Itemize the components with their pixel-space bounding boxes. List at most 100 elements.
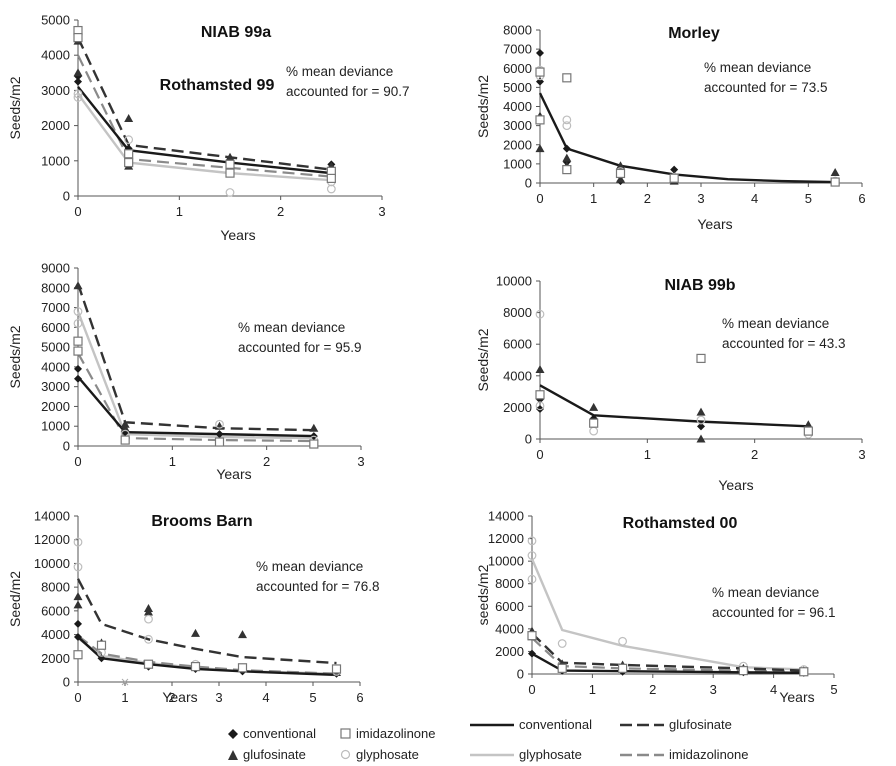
data-point-glufosinate <box>73 592 83 601</box>
x-tick-label: 3 <box>378 204 385 219</box>
data-point-conventional <box>215 430 224 439</box>
x-tick-label: 5 <box>805 191 812 206</box>
deviance-annotation: accounted for = 95.9 <box>238 340 361 355</box>
y-tick-label: 8000 <box>503 23 532 38</box>
y-tick-label: 4000 <box>495 621 524 636</box>
data-point-glyphosate <box>144 614 153 624</box>
data-point-glyphosate <box>527 574 537 584</box>
chart-title: Brooms Barn <box>151 513 252 530</box>
grey-dashed-line-icon <box>620 753 664 756</box>
data-point-glyphosate <box>215 419 224 429</box>
legend-label: glyphosate <box>519 747 582 762</box>
light-line-icon <box>470 753 514 756</box>
x-tick-label: 6 <box>356 690 363 705</box>
data-point-conventional <box>74 619 82 628</box>
data-point-conventional <box>536 48 544 57</box>
data-point-glyphosate <box>326 184 336 194</box>
legend-label: imidazolinone <box>356 726 436 741</box>
data-point-glufosinate <box>73 281 83 290</box>
data-point-glyphosate <box>144 634 153 644</box>
y-tick-label: 5000 <box>41 13 70 28</box>
chart-panel-1: 0 1000 2000 3000 4000 5000 0 1 2 3 NIAB 99a Years Se… <box>7 13 409 244</box>
solid-line-icon <box>470 723 514 726</box>
y-tick-label: 0 <box>525 176 532 191</box>
legend-label: glyphosate <box>356 747 419 762</box>
legend-item-glyphosate: glyphosate <box>340 747 419 762</box>
data-point-glufosinate <box>616 174 625 183</box>
data-point-imidazolinone <box>830 177 840 187</box>
data-point-glyphosate <box>527 551 537 560</box>
series-line-conventional <box>77 636 337 677</box>
data-point-imidazolinone <box>617 663 628 673</box>
cross-marker <box>121 678 129 686</box>
x-axis-label: Years <box>162 689 197 705</box>
x-tick-label: 3 <box>697 191 704 206</box>
y-tick-label: 10000 <box>496 274 532 289</box>
data-point-glufosinate <box>616 161 625 170</box>
data-point-glufosinate <box>144 607 153 616</box>
deviance-annotation: accounted for = 76.8 <box>256 579 379 594</box>
series-line-imidazolinone <box>77 54 332 178</box>
y-tick-label: 4000 <box>503 99 532 114</box>
x-tick-label: 3 <box>710 682 717 697</box>
data-point-glyphosate <box>535 401 545 411</box>
deviance-annotation: accounted for = 96.1 <box>712 605 835 620</box>
y-axis-label: Seeds/m2 <box>7 325 23 388</box>
x-tick-label: 0 <box>74 690 81 705</box>
x-axis-label: Years <box>697 216 732 232</box>
data-point-glyphosate <box>225 188 235 197</box>
legend-label: conventional <box>519 717 592 732</box>
data-point-glufosinate <box>191 628 200 637</box>
data-point-imidazolinone <box>237 663 248 673</box>
y-tick-label: 1000 <box>41 419 70 434</box>
data-point-imidazolinone <box>124 149 134 159</box>
y-tick-label: 4000 <box>503 368 532 383</box>
y-tick-label: 10000 <box>34 556 70 571</box>
x-tick-label: 4 <box>751 191 758 206</box>
x-tick-label: 1 <box>176 204 183 219</box>
y-tick-label: 1000 <box>503 156 532 171</box>
y-axis-label: Seed/m2 <box>7 571 23 627</box>
y-tick-label: 8000 <box>41 580 70 595</box>
x-tick-label: 2 <box>277 204 284 219</box>
data-point-imidazolinone <box>535 67 545 77</box>
x-tick-label: 0 <box>528 682 535 697</box>
x-tick-label: 3 <box>215 690 222 705</box>
y-tick-label: 1000 <box>41 153 70 168</box>
chart-title: NIAB 99a <box>201 24 271 41</box>
data-point-imidazolinone <box>535 390 545 400</box>
series-line-conventional <box>538 92 836 184</box>
y-tick-label: 8000 <box>41 280 70 295</box>
y-tick-label: 2000 <box>41 118 70 133</box>
y-tick-label: 7000 <box>503 42 532 57</box>
deviance-annotation: % mean deviance <box>256 559 363 574</box>
y-tick-label: 3000 <box>41 83 70 98</box>
data-point-glufosinate <box>803 420 813 429</box>
data-point-imidazolinone <box>331 664 342 674</box>
x-tick-label: 1 <box>590 191 597 206</box>
data-point-imidazolinone <box>309 439 319 449</box>
legend-label: glufosinate <box>669 717 732 732</box>
y-tick-label: 6000 <box>41 603 70 618</box>
deviance-annotation: accounted for = 43.3 <box>722 336 845 351</box>
legend-item-imidazolinone: imidazolinone <box>340 726 436 741</box>
x-tick-label: 4 <box>770 682 777 697</box>
data-point-imidazolinone <box>73 346 83 356</box>
data-point-imidazolinone <box>73 336 83 346</box>
series-line-conventional <box>539 384 809 428</box>
data-point-glufosinate <box>696 434 706 443</box>
data-point-glufosinate <box>124 114 134 123</box>
y-tick-label: 4000 <box>41 359 70 374</box>
y-tick-label: 12000 <box>34 532 70 547</box>
legend-item-conventional: conventional <box>228 726 316 741</box>
data-point-imidazolinone <box>527 631 537 641</box>
data-point-conventional <box>697 422 705 431</box>
series-line-conventional <box>77 86 332 175</box>
y-tick-label: 0 <box>63 675 70 690</box>
y-tick-label: 0 <box>63 439 70 454</box>
dashed-line-icon <box>620 723 664 726</box>
legend-item-glufosinate: glufosinate <box>620 717 732 732</box>
series-line-imidazolinone <box>77 634 337 675</box>
square-marker-icon <box>340 728 351 739</box>
deviance-annotation: % mean deviance <box>704 60 811 75</box>
